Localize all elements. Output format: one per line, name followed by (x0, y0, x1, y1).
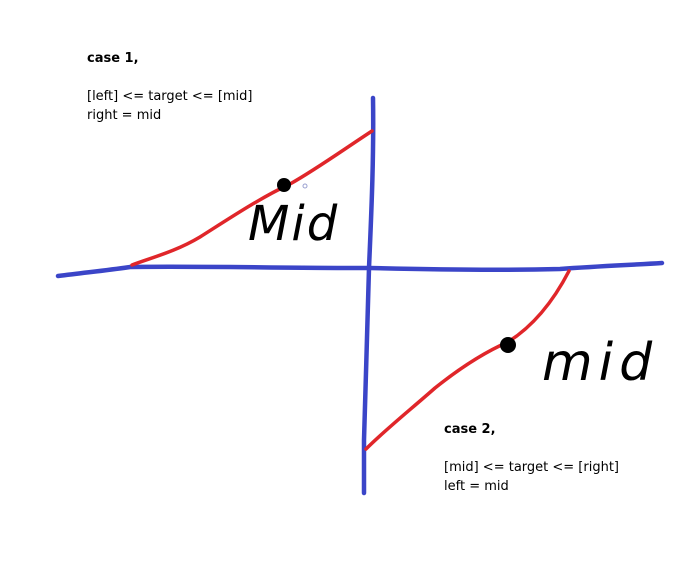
case-2-title: case 2, (444, 422, 496, 437)
case-2-mid-label: mid (542, 333, 658, 393)
case-2-mid-point (500, 337, 516, 353)
case-2-condition: [mid] <= target <= [right] (444, 460, 619, 475)
case-1-mid-label: Mid (248, 196, 339, 252)
case-1-mid-point (277, 178, 291, 192)
case-1-title: case 1, (87, 51, 139, 66)
case-1-note: case 1, [left] <= target <= [mid] right … (87, 49, 253, 125)
case-2-note: case 2, [mid] <= target <= [right] left … (444, 420, 619, 496)
case-1-action: right = mid (87, 108, 162, 123)
case-2-action: left = mid (444, 479, 509, 494)
vertical-axis (361, 95, 376, 496)
case-1-condition: [left] <= target <= [mid] (87, 89, 253, 104)
stray-mark (302, 183, 308, 189)
case-1-rising-curve (130, 129, 374, 267)
horizontal-axis (55, 260, 665, 279)
case-2-rising-curve (364, 269, 571, 451)
